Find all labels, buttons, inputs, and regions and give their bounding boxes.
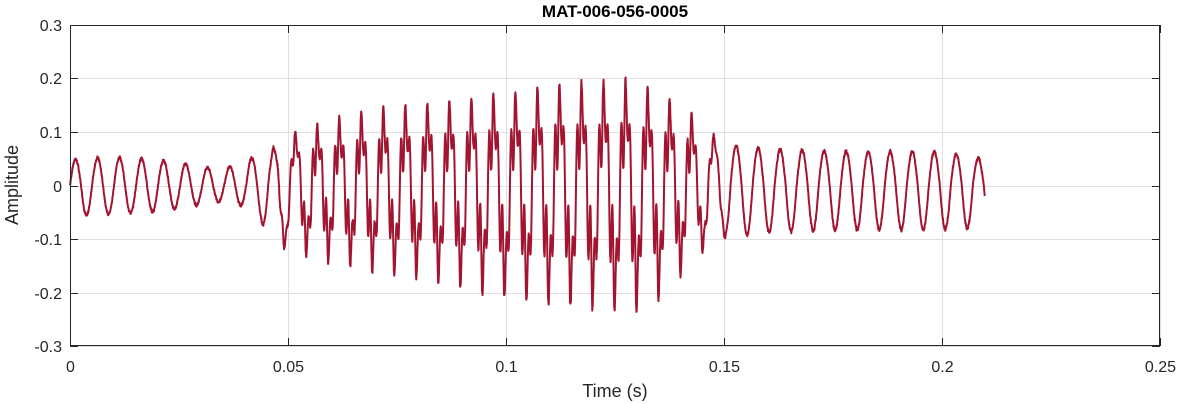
y-tick-label: 0.1 <box>40 125 62 142</box>
waveform-layer <box>69 76 986 313</box>
y-tick-label: 0.2 <box>40 71 62 88</box>
plot-frame <box>70 25 1160 346</box>
x-axis-ticks: 0 0.05 0.1 0.15 0.2 0.25 <box>66 25 1176 376</box>
y-tick-label: -0.1 <box>34 232 62 249</box>
y-tick-label: 0 <box>53 179 62 196</box>
y-tick-label: 0.3 <box>40 18 62 35</box>
x-tick-label: 0.25 <box>1145 359 1176 376</box>
x-tick-label: 0 <box>66 359 75 376</box>
x-tick-label: 0.15 <box>709 359 740 376</box>
y-axis-label: Amplitude <box>2 145 22 225</box>
x-tick-label: 0.1 <box>495 359 517 376</box>
y-tick-label: -0.2 <box>34 286 62 303</box>
x-tick-label: 0.05 <box>273 359 304 376</box>
y-axis-ticks: 0.3 0.2 0.1 0 -0.1 -0.2 -0.3 <box>34 18 1160 356</box>
x-tick-label: 0.2 <box>931 359 953 376</box>
y-tick-label: -0.3 <box>34 339 62 356</box>
waveform-line <box>69 76 986 313</box>
x-axis-label: Time (s) <box>582 381 647 401</box>
chart-title: MAT-006-056-0005 <box>542 2 688 21</box>
